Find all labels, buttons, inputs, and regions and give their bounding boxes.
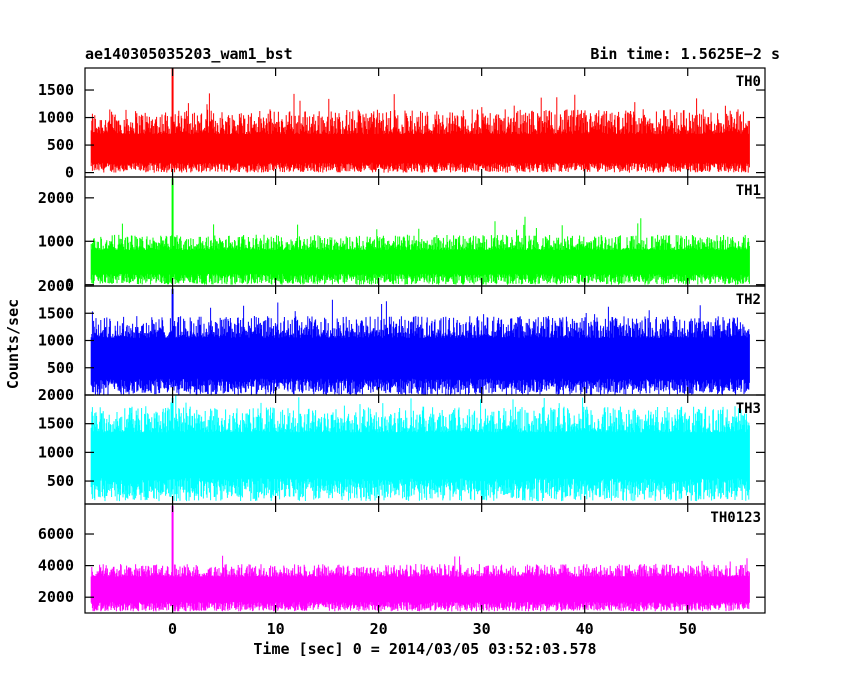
y-tick-label: 1000 (38, 443, 74, 461)
panel-th2: 500 1000 1500 2000 TH2 (38, 277, 766, 396)
y-axis-title: Counts/sec (4, 299, 22, 389)
panel-label-th1: TH1 (736, 183, 761, 199)
y-tick-label: 4000 (38, 557, 74, 575)
panel-frame (84, 503, 766, 614)
y-tick-label: 1500 (38, 415, 74, 433)
x-axis: 0 10 20 30 40 50 (168, 620, 697, 638)
y-tick-label: 1500 (38, 304, 74, 322)
header-left-title: ae140305035203_wam1_bst (85, 45, 293, 63)
x-axis-title: Time [sec] 0 = 2014/03/05 03:52:03.578 (253, 640, 596, 658)
x-tick-label: 50 (679, 620, 697, 638)
y-tick-label: 1000 (38, 332, 74, 350)
y-tick-label: 500 (47, 359, 74, 377)
panel-label-th3: TH3 (736, 401, 761, 417)
x-tick-label: 40 (576, 620, 594, 638)
y-tick-label: 1000 (38, 109, 74, 127)
panel-th0123: 2000 4000 6000 TH0123 (38, 503, 766, 614)
panels-group: 0 500 1000 1500 TH0 0 1000 2000 TH1 500 1000 1500 20… (38, 67, 766, 614)
panel-label-th2: TH2 (736, 292, 761, 308)
panel-th1: 0 1000 2000 TH1 (38, 176, 766, 294)
panel-label-th0123: TH0123 (710, 510, 761, 526)
y-tick-label: 0 (65, 164, 74, 182)
y-tick-label: 0 (65, 276, 74, 294)
series-th3-line (90, 395, 750, 502)
panel-label-th0: TH0 (736, 74, 761, 90)
x-tick-label: 0 (168, 620, 177, 638)
y-tick-label: 1000 (38, 232, 74, 250)
y-tick-label: 500 (47, 472, 74, 490)
series-th1-line (90, 216, 750, 285)
x-tick-label: 20 (370, 620, 388, 638)
x-tick-label: 10 (267, 620, 285, 638)
panel-th3: 500 1000 1500 2000 TH3 (38, 386, 766, 505)
header-bin-time: Bin time: 1.5625E−2 s (590, 45, 780, 63)
y-tick-label: 2000 (38, 588, 74, 606)
series-th0-line (90, 93, 750, 173)
panel-th0: 0 500 1000 1500 TH0 (38, 67, 766, 182)
y-tick-label: 500 (47, 136, 74, 154)
y-tick-label: 2000 (38, 386, 74, 404)
y-tick-label: 1500 (38, 81, 74, 99)
y-tick-label: 2000 (38, 189, 74, 207)
series-th2-line (90, 299, 750, 395)
series-th0123-line (90, 555, 750, 612)
y-tick-label: 6000 (38, 525, 74, 543)
x-tick-label: 30 (473, 620, 491, 638)
y-tick-label: 2000 (38, 277, 74, 295)
